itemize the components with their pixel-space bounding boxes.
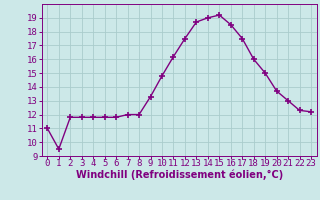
X-axis label: Windchill (Refroidissement éolien,°C): Windchill (Refroidissement éolien,°C): [76, 169, 283, 180]
